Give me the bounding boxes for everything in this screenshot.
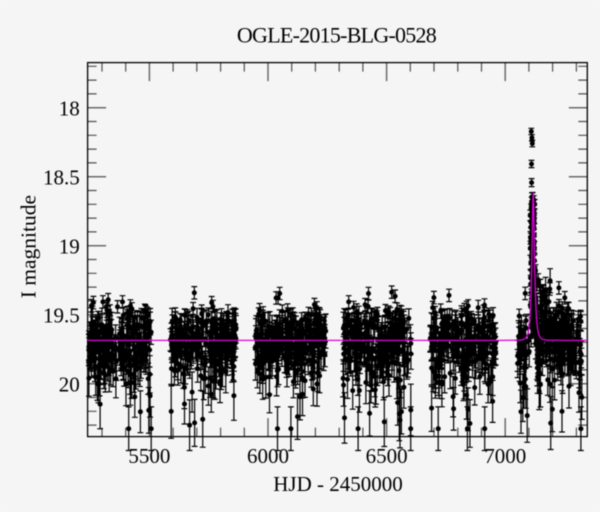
svg-text:18.5: 18.5: [43, 166, 80, 190]
svg-text:19.5: 19.5: [43, 304, 80, 328]
svg-text:I magnitude: I magnitude: [16, 195, 40, 298]
svg-text:OGLE-2015-BLG-0528: OGLE-2015-BLG-0528: [237, 23, 437, 48]
svg-text:7000: 7000: [484, 444, 526, 468]
svg-text:6000: 6000: [247, 444, 289, 468]
svg-text:5500: 5500: [128, 444, 170, 468]
svg-text:20: 20: [59, 373, 80, 397]
svg-text:18: 18: [59, 97, 80, 121]
svg-text:6500: 6500: [366, 444, 408, 468]
svg-text:19: 19: [59, 235, 80, 259]
svg-text:HJD - 2450000: HJD - 2450000: [273, 472, 403, 496]
